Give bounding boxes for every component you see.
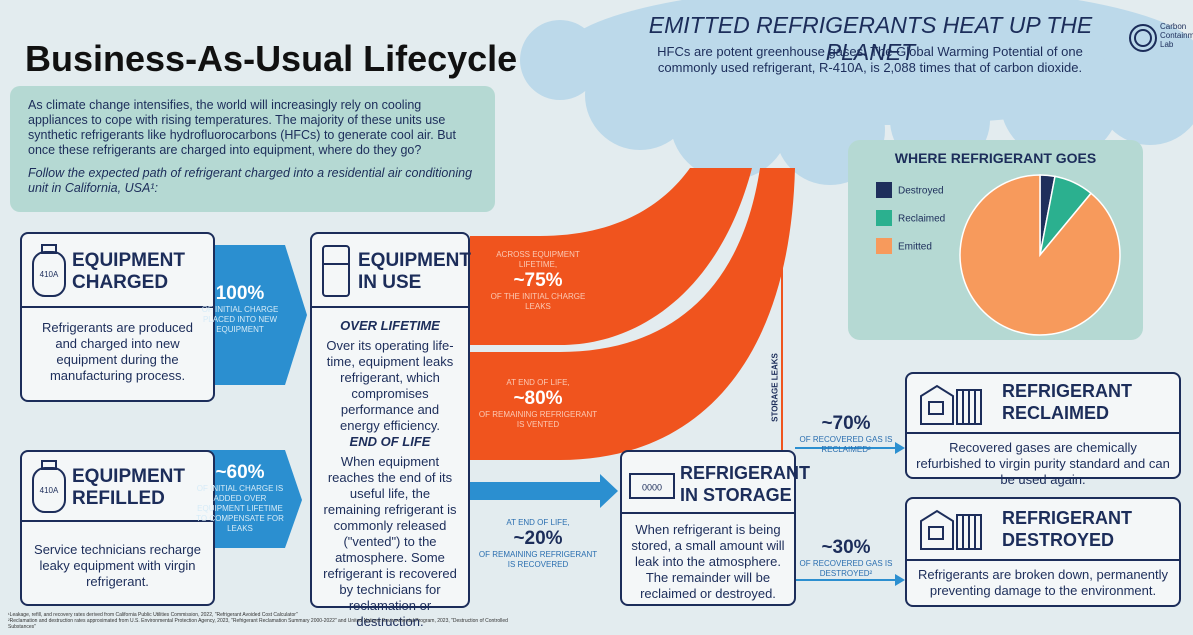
flow-pre: AT END OF LIFE, [478,378,598,388]
cylinder-icon: 410A [30,244,68,300]
banner-text: HFCs are potent greenhouse gases. The Gl… [635,44,1105,76]
footnotes: ¹Leakage, refill, and recovery rates der… [8,612,528,630]
box-text: Refrigerants are produced and charged in… [32,320,203,384]
reclaimed-box: REFRIGERANT RECLAIMED Recovered gases ar… [905,372,1181,479]
legend-label: Destroyed [898,186,944,197]
destroy-label: ~30% OF RECOVERED GAS IS DESTROYED² [798,537,894,579]
flow-text: OF RECOVERED GAS IS RECLAIMED² [798,435,894,455]
building-icon [917,380,987,428]
legend-label: Reclaimed [898,214,945,225]
flow-text: OF RECOVERED GAS IS DESTROYED² [798,559,894,579]
flow-pre: AT END OF LIFE, [478,518,598,528]
flow-text: OF REMAINING REFRIGERANT IS RECOVERED [478,550,598,570]
charged-box: 410A EQUIPMENT CHARGED Refrigerants are … [20,232,215,402]
legend-swatch [876,182,892,198]
pie-slice [960,175,1120,335]
legend-label: Emitted [898,242,932,253]
flow-value: ~70% [798,413,894,435]
flow-value: ~75% [478,270,598,292]
intro-note: Follow the expected path of refrigerant … [28,166,477,196]
box-title: EQUIPMENT CHARGED [72,250,182,294]
building-icon [917,505,987,553]
box-title: REFRIGERANT DESTROYED [1002,507,1172,551]
charge-label: 100% OF INITIAL CHARGE PLACED INTO NEW E… [195,283,285,335]
section-heading: END OF LIFE [320,434,460,450]
destroyed-box: REFRIGERANT DESTROYED Refrigerants are b… [905,497,1181,607]
fridge-icon [320,244,354,300]
legend-swatch [876,210,892,226]
storage-icon: 0000 [628,468,678,504]
box-text: Service technicians recharge leaky equip… [32,542,203,590]
cylinder-badge: 410A [40,270,59,279]
flow-value: ~60% [195,462,285,484]
leak-label: ACROSS EQUIPMENT LIFETIME, ~75% OF THE I… [478,250,598,312]
infographic: Business-As-Usual Lifecycle As climate c… [0,0,1193,635]
flow-text: OF INITIAL CHARGE IS ADDED OVER EQUIPMEN… [195,484,285,534]
section-text: When equipment reaches the end of its us… [320,454,460,630]
storage-box: 0000 REFRIGERANT IN STORAGE When refrige… [620,450,796,606]
logo-text: Carbon Containment Lab [1160,22,1192,49]
intro-panel: As climate change intensifies, the world… [10,86,495,212]
flow-text: OF THE INITIAL CHARGE LEAKS [478,292,598,312]
box-text: Refrigerants are broken down, permanentl… [915,567,1171,599]
refill-label: ~60% OF INITIAL CHARGE IS ADDED OVER EQU… [195,462,285,534]
flow-value: 100% [195,283,285,305]
flow-value: ~30% [798,537,894,559]
in-use-box: EQUIPMENT IN USE OVER LIFETIME Over its … [310,232,470,608]
flow-pre: ACROSS EQUIPMENT LIFETIME, [478,250,598,270]
flow-text: OF REMAINING REFRIGERANT IS VENTED [478,410,598,430]
recover-label: AT END OF LIFE, ~20% OF REMAINING REFRIG… [478,518,598,570]
legend-swatch [876,238,892,254]
flow-value: ~20% [478,528,598,550]
storage-leaks-label: STORAGE LEAKS [771,318,780,458]
vent-label: AT END OF LIFE, ~80% OF REMAINING REFRIG… [478,378,598,430]
box-title: EQUIPMENT IN USE [358,250,468,294]
recover-arrow [470,474,618,508]
storage-badge: 0000 [642,482,662,492]
cylinder-icon: 410A [30,460,68,516]
section-text: Over its operating life-time, equipment … [320,338,460,434]
page-title: Business-As-Usual Lifecycle [25,38,517,80]
footnote: ²Reclamation and destruction rates appro… [8,618,528,630]
box-title: REFRIGERANT IN STORAGE [680,462,798,506]
flow-value: ~80% [478,388,598,410]
refilled-box: 410A EQUIPMENT REFILLED Service technici… [20,450,215,606]
flow-text: OF INITIAL CHARGE PLACED INTO NEW EQUIPM… [195,305,285,335]
pie-chart: Destroyed Reclaimed Emitted [848,140,1143,340]
box-title: EQUIPMENT REFILLED [72,466,182,510]
intro-text: As climate change intensifies, the world… [28,98,477,158]
box-title: REFRIGERANT RECLAIMED [1002,380,1172,424]
box-text: Recovered gases are chemically refurbish… [915,440,1171,488]
cylinder-badge: 410A [40,486,59,495]
reclaim-label: ~70% OF RECOVERED GAS IS RECLAIMED² [798,413,894,455]
box-text: When refrigerant is being stored, a smal… [630,522,786,602]
section-heading: OVER LIFETIME [320,318,460,334]
